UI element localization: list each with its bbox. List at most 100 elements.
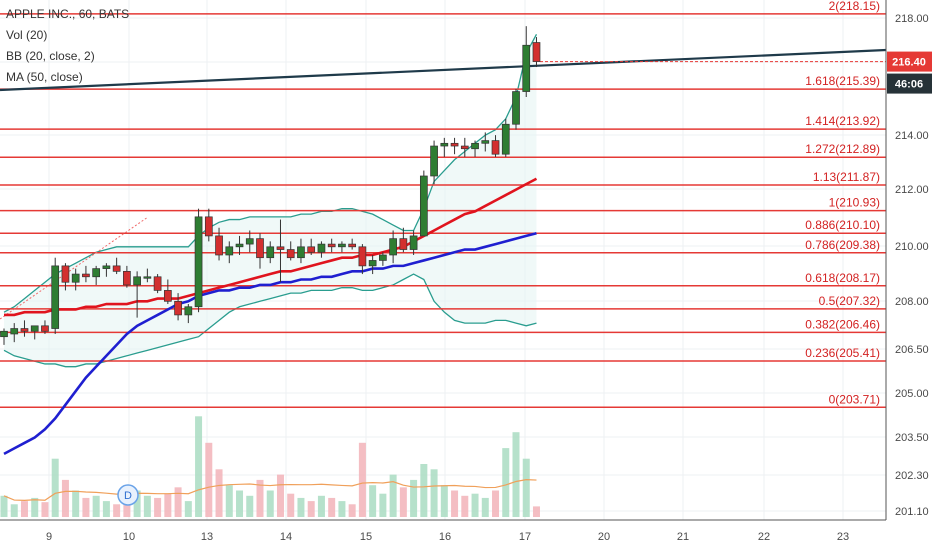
candle[interactable] [368,254,377,275]
candle-body[interactable] [102,265,111,269]
candle-body[interactable] [307,246,316,253]
candle[interactable] [501,118,510,157]
candle-body[interactable] [450,142,459,147]
candle[interactable] [471,140,479,157]
candle[interactable] [10,323,19,343]
candle-body[interactable] [71,273,80,283]
candle-body[interactable] [225,246,234,256]
candle[interactable] [440,137,449,157]
candle-body[interactable] [399,238,408,250]
candle[interactable] [512,88,520,130]
countdown-badge[interactable] [887,73,932,94]
candle-body[interactable] [133,276,141,286]
candle-body[interactable] [194,216,203,308]
candle[interactable] [266,241,275,264]
candle-body[interactable] [348,243,357,248]
legend-bollinger[interactable]: BB (20, close, 2) [6,49,95,63]
candle-body[interactable] [30,325,39,332]
candle[interactable] [143,268,152,283]
candle-body[interactable] [215,235,223,256]
candle-body[interactable] [409,235,418,250]
candle[interactable] [297,238,305,264]
candle[interactable] [30,325,39,340]
candle[interactable] [317,241,326,258]
candle-body[interactable] [440,142,449,147]
candle[interactable] [235,235,244,255]
candle[interactable] [123,265,131,288]
candle-body[interactable] [522,44,531,92]
candle[interactable] [61,263,70,291]
candle-body[interactable] [430,145,438,177]
candle-body[interactable] [61,265,70,283]
candle-body[interactable] [143,276,152,279]
candle[interactable] [215,227,223,261]
candle[interactable] [522,26,531,97]
candle-body[interactable] [317,243,326,253]
candle[interactable] [450,137,459,155]
candle[interactable] [389,230,397,264]
candle[interactable] [82,265,90,283]
candle-body[interactable] [256,238,264,259]
candle-body[interactable] [235,243,244,248]
event-marker-circle[interactable] [117,484,139,506]
candle[interactable] [245,230,254,253]
candle-body[interactable] [266,246,275,259]
candle[interactable] [225,241,234,264]
candle-body[interactable] [501,123,510,155]
candle[interactable] [102,263,111,277]
candle-body[interactable] [204,216,213,237]
candle-body[interactable] [419,175,428,237]
candle[interactable] [532,37,541,68]
candle[interactable] [338,241,346,253]
candle-body[interactable] [82,273,90,278]
candle[interactable] [379,252,387,266]
current-price-badge[interactable] [887,51,932,72]
candle[interactable] [481,132,490,152]
candle-body[interactable] [20,328,29,332]
candle[interactable] [307,238,316,255]
candle-body[interactable] [153,276,162,291]
candle[interactable] [153,274,162,294]
candle-body[interactable] [0,330,8,338]
candle[interactable] [163,279,172,305]
candle[interactable] [41,320,49,334]
candle[interactable] [286,241,295,261]
candle-body[interactable] [286,249,295,259]
candle[interactable] [358,244,367,275]
candle-body[interactable] [174,300,182,316]
candle[interactable] [0,328,8,345]
candle[interactable] [204,208,213,242]
candle-body[interactable] [532,42,541,62]
event-marker[interactable]: D [117,484,139,506]
trend-line[interactable] [0,48,887,92]
candle[interactable] [184,304,193,324]
candle-body[interactable] [41,325,49,332]
candle-body[interactable] [491,140,500,155]
candle-body[interactable] [379,254,387,261]
candle[interactable] [112,257,121,275]
candle-body[interactable] [481,140,490,144]
candle-body[interactable] [368,260,377,267]
candle[interactable] [256,233,264,269]
candle[interactable] [348,238,357,250]
candle[interactable] [194,208,203,313]
trend-line-dotted[interactable] [0,216,149,320]
candle[interactable] [491,135,500,157]
candle-body[interactable] [51,265,60,329]
candle[interactable] [276,219,285,283]
candle-body[interactable] [358,246,367,267]
candle-body[interactable] [112,265,121,272]
candle-body[interactable] [389,238,397,256]
candle-body[interactable] [460,145,469,150]
legend-volume[interactable]: Vol (20) [6,28,48,42]
candle-body[interactable] [184,306,193,316]
candle-body[interactable] [471,142,479,150]
event-marker-label[interactable]: D [124,490,132,502]
candle-body[interactable] [327,243,336,248]
candle[interactable] [92,265,101,285]
candle[interactable] [399,227,408,253]
candle-body[interactable] [245,238,254,245]
candle-body[interactable] [512,91,520,125]
candle-body[interactable] [297,246,305,259]
candle[interactable] [20,320,29,337]
